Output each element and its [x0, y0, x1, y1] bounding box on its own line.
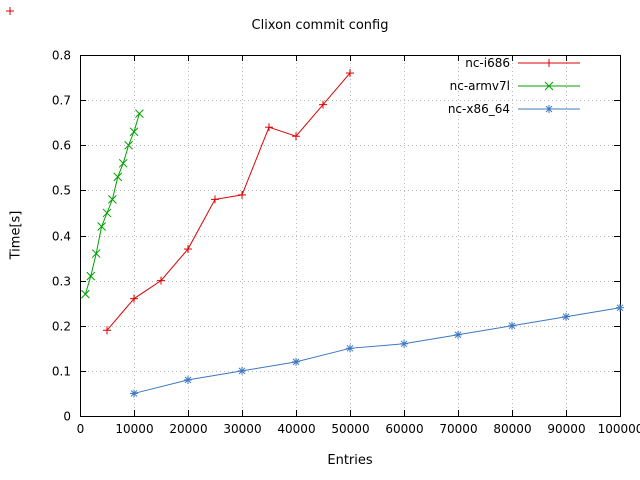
series-marker-nc-armv7l: [81, 289, 90, 299]
series-marker-nc-armv7l: [113, 172, 123, 182]
series-marker-nc-x86_64: [400, 340, 408, 348]
series-marker-nc-x86_64: [508, 322, 516, 330]
series-marker-nc-x86_64: [292, 358, 300, 366]
series-marker-nc-armv7l: [91, 249, 101, 258]
series-marker-nc-x86_64: [130, 390, 138, 397]
x-tick-label: 90000: [547, 422, 585, 436]
series-marker-nc-armv7l: [118, 158, 128, 168]
x-tick-label: 40000: [277, 422, 315, 436]
y-tick-label: 0.6: [52, 139, 71, 153]
x-tick-label: 30000: [223, 422, 261, 436]
series-marker-nc-armv7l: [129, 127, 139, 137]
series-marker-nc-x86_64: [454, 331, 462, 339]
series-marker-nc-armv7l: [97, 222, 106, 231]
series-marker-nc-x86_64: [616, 304, 624, 312]
legend-label-nc-armv7l: nc-armv7l: [450, 79, 510, 93]
series-line-nc-armv7l: [84, 113, 140, 295]
legend-sample-marker-nc-x86_64: [545, 105, 553, 113]
x-tick-label: 80000: [493, 422, 531, 436]
y-tick-label: 0.7: [52, 94, 71, 108]
x-tick-label: 20000: [169, 422, 207, 436]
series-marker-nc-x86_64: [346, 344, 354, 352]
series-marker-nc-armv7l: [102, 208, 112, 218]
x-tick-label: 0: [77, 422, 85, 436]
series-marker-nc-armv7l: [86, 271, 96, 281]
x-tick-label: 100000: [598, 422, 640, 436]
x-tick-label: 10000: [115, 422, 153, 436]
series-marker-nc-x86_64: [238, 367, 246, 375]
y-tick-label: 0.2: [52, 320, 71, 334]
legend-label-nc-x86_64: nc-x86_64: [448, 102, 510, 116]
series-marker-nc-armv7l: [135, 109, 144, 119]
y-tick-label: 0.4: [52, 230, 71, 244]
x-tick-label: 70000: [439, 422, 477, 436]
y-axis-label: Time[s]: [8, 210, 24, 260]
series-line-nc-x86_64: [133, 307, 621, 394]
x-axis-label: Entries: [327, 453, 373, 468]
series-marker-nc-armv7l: [124, 140, 133, 150]
y-tick-label: 0.3: [52, 275, 71, 289]
x-tick-label: 50000: [331, 422, 369, 436]
legend-sample-marker-nc-armv7l: [544, 81, 554, 91]
chart-title: Clixon commit config: [251, 18, 389, 33]
series-marker-nc-armv7l: [108, 195, 117, 204]
series-line-nc-i686: [106, 72, 351, 331]
y-tick-label: 0: [63, 410, 71, 424]
x-tick-label: 60000: [385, 422, 423, 436]
legend-label-nc-i686: nc-i686: [465, 56, 510, 70]
series-marker-nc-x86_64: [184, 376, 192, 384]
y-tick-label: 0.1: [52, 365, 71, 379]
series-marker-nc-x86_64: [562, 313, 570, 321]
y-tick-label: 0.8: [52, 49, 71, 63]
y-tick-label: 0.5: [52, 184, 71, 198]
